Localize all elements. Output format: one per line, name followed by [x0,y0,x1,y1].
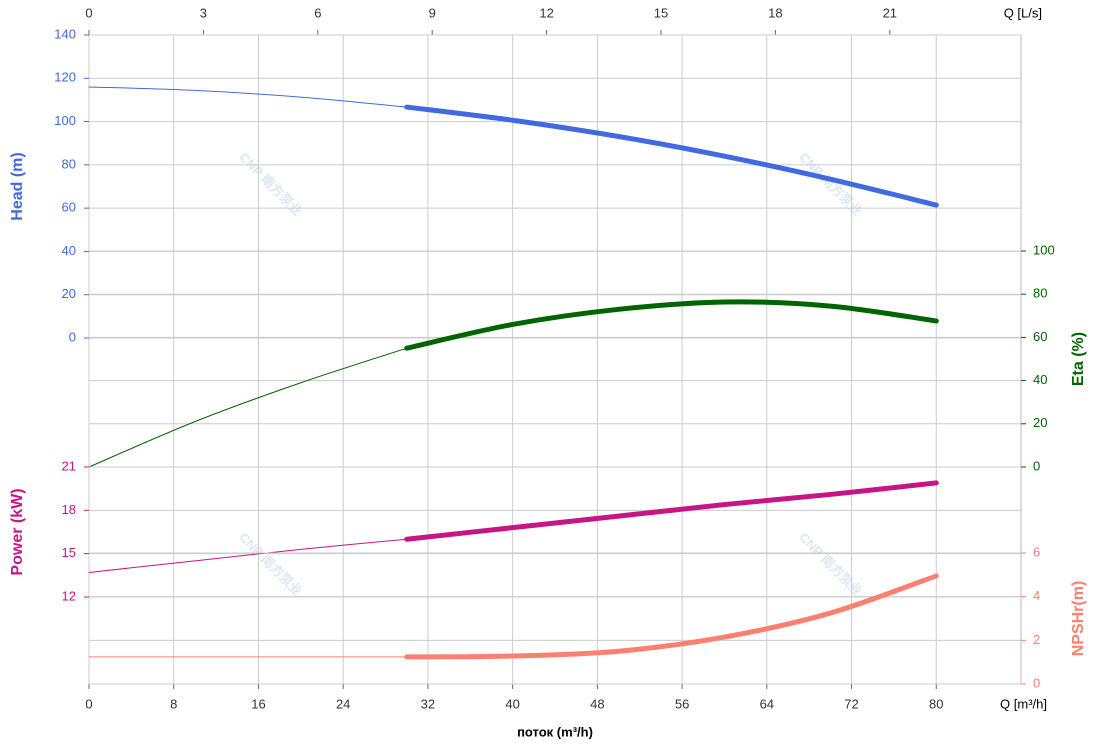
axis-title: NPSHr(m) [1070,581,1087,657]
y-tick-label: 2 [1033,632,1040,647]
x-tick-label: 80 [929,696,943,711]
x-tick-label: 32 [421,696,435,711]
top-tick-label: 6 [314,5,321,20]
top-tick-label: 9 [429,5,436,20]
axis-title: Power (kW) [9,488,26,575]
top-tick-label: 15 [654,5,668,20]
y-tick-label: 60 [1033,329,1047,344]
curve-operating [404,480,939,542]
curve-operating [404,104,939,208]
top-tick-label: 18 [768,5,782,20]
y-tick-label: 40 [1033,372,1047,387]
axis-title: Head (m) [9,152,26,220]
x-tick-label: 72 [844,696,858,711]
curve-operating [404,299,939,351]
top-tick-label: 21 [883,5,897,20]
plot-frame [88,34,1022,685]
y-tick-label: 0 [69,329,76,344]
y-tick-label: 12 [62,588,76,603]
x-tick-label: 16 [251,696,265,711]
top-tick-label: 0 [85,5,92,20]
y-tick-label: 0 [1033,675,1040,690]
y-tick-label: 18 [62,502,76,517]
y-tick-label: 40 [62,243,76,258]
x-tick-label: 64 [760,696,774,711]
watermark: CNP 南方泵业 [236,530,305,599]
curve-thin [88,86,408,108]
y-tick-label: 60 [62,200,76,215]
watermark: CNP 南方泵业 [796,530,865,599]
y-tick-label: 20 [62,286,76,301]
x-tick-label: 0 [85,696,92,711]
y-tick-label: 15 [62,545,76,560]
x-tick-label: 48 [590,696,604,711]
x-tick-label: 24 [336,696,350,711]
y-tick-label: 0 [1033,458,1040,473]
top-axis-label: Q [L/s] [1004,5,1042,20]
curve-thin [88,347,408,468]
top-tick-label: 3 [200,5,207,20]
x-tick-label: 40 [505,696,519,711]
y-tick-label: 6 [1033,544,1040,559]
y-tick-label: 120 [54,70,76,85]
y-tick-label: 100 [1033,242,1055,257]
top-tick-label: 12 [539,5,553,20]
y-tick-label: 20 [1033,415,1047,430]
y-tick-label: 80 [1033,286,1047,301]
y-tick-label: 100 [54,113,76,128]
x-axis-title: поток (m³/h) [517,724,593,739]
y-tick-label: 80 [62,156,76,171]
x-unit-label: Q [m³/h] [1000,696,1047,711]
curve-thin [88,538,408,573]
y-tick-label: 4 [1033,588,1040,603]
x-tick-label: 56 [675,696,689,711]
axis-title: Eta (%) [1070,332,1087,386]
y-tick-label: 21 [62,458,76,473]
y-tick-label: 140 [54,26,76,41]
x-tick-label: 8 [170,696,177,711]
curve-operating [404,573,939,660]
